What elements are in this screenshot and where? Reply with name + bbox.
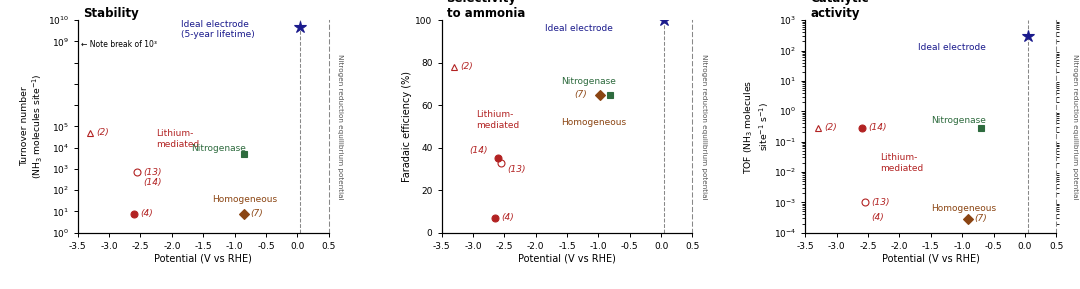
Text: (2): (2) <box>824 123 837 132</box>
Text: Homogeneous: Homogeneous <box>213 195 278 204</box>
Text: Catalytic
activity: Catalytic activity <box>810 0 869 21</box>
X-axis label: Potential (V vs RHE): Potential (V vs RHE) <box>154 253 252 264</box>
Text: (4): (4) <box>140 210 153 218</box>
Text: Stability: Stability <box>83 8 138 21</box>
Text: (4): (4) <box>872 213 883 222</box>
Text: Nitrogenase: Nitrogenase <box>561 77 616 86</box>
Text: (13): (13) <box>872 198 890 207</box>
Y-axis label: Nitrogen reduction equilibrium potential: Nitrogen reduction equilibrium potential <box>701 54 706 199</box>
Text: (7): (7) <box>975 214 987 223</box>
Text: (13): (13) <box>144 168 162 177</box>
Text: ← Note break of 10³: ← Note break of 10³ <box>81 40 157 49</box>
Y-axis label: Faradaic efficiency (%): Faradaic efficiency (%) <box>403 71 413 182</box>
Text: (14): (14) <box>470 146 488 155</box>
Text: (7): (7) <box>573 90 586 99</box>
Text: Ideal electrode: Ideal electrode <box>918 43 986 52</box>
Y-axis label: TOF (NH$_3$ molecules
site$^{-1}$ s$^{-1}$): TOF (NH$_3$ molecules site$^{-1}$ s$^{-1… <box>743 79 771 174</box>
Text: Homogeneous: Homogeneous <box>931 204 996 213</box>
Text: (2): (2) <box>96 128 109 137</box>
Text: Selectivity
to ammonia: Selectivity to ammonia <box>446 0 525 21</box>
Text: (4): (4) <box>501 213 514 222</box>
X-axis label: Potential (V vs RHE): Potential (V vs RHE) <box>518 253 616 264</box>
Text: (14): (14) <box>868 123 887 132</box>
Text: Ideal electrode: Ideal electrode <box>545 24 613 33</box>
Text: (7): (7) <box>251 210 264 218</box>
Text: Lithium-
mediated: Lithium- mediated <box>476 110 519 130</box>
Y-axis label: Nitrogen reduction equilibrium potential: Nitrogen reduction equilibrium potential <box>337 54 343 199</box>
Text: Ideal electrode
(5-year lifetime): Ideal electrode (5-year lifetime) <box>181 20 255 40</box>
Text: Homogeneous: Homogeneous <box>561 118 625 127</box>
Y-axis label: Nitrogen reduction equilibrium potential: Nitrogen reduction equilibrium potential <box>1072 54 1078 199</box>
Text: Nitrogenase: Nitrogenase <box>931 116 986 125</box>
X-axis label: Potential (V vs RHE): Potential (V vs RHE) <box>882 253 980 264</box>
Text: Nitrogenase: Nitrogenase <box>191 144 245 153</box>
Text: (13): (13) <box>508 166 526 175</box>
Text: (14): (14) <box>144 178 162 187</box>
Y-axis label: Turnover number
(NH$_3$ molecules site$^{-1}$): Turnover number (NH$_3$ molecules site$^… <box>19 74 44 179</box>
Text: Lithium-
mediated: Lithium- mediated <box>880 153 923 173</box>
Text: (2): (2) <box>460 62 473 71</box>
Text: Lithium-
mediated: Lithium- mediated <box>157 129 200 149</box>
